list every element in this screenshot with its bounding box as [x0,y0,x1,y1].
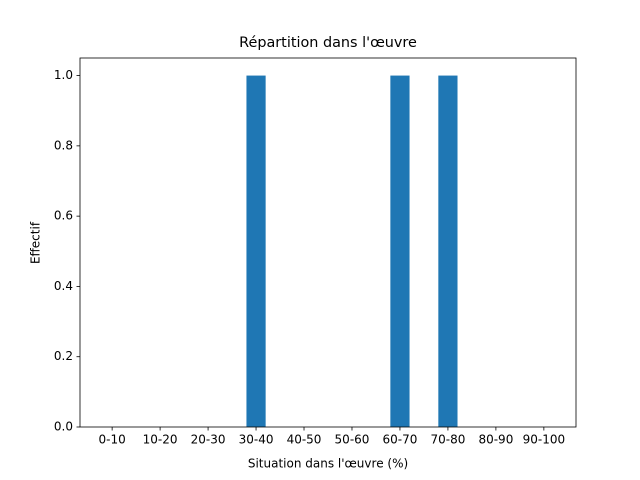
x-tick-label: 80-90 [478,433,513,447]
y-tick-label: 0.2 [54,349,73,363]
y-tick-label: 0.8 [54,138,73,152]
x-tick-label: 60-70 [383,433,418,447]
x-tick-label: 40-50 [287,433,322,447]
bar [246,75,266,428]
plot-frame [79,57,577,428]
y-tick-label: 0.4 [54,279,73,293]
y-tick-label: 0.6 [54,209,73,223]
y-tick-label: 0.0 [54,420,73,434]
bar [390,75,410,428]
x-tick-label: 90-100 [523,433,566,447]
chart-title: Répartition dans l'œuvre [239,35,417,51]
bar [438,75,458,428]
x-tick-label: 20-30 [191,433,226,447]
x-tick-label: 30-40 [239,433,274,447]
x-tick-label: 10-20 [143,433,178,447]
x-tick-label: 70-80 [430,433,465,447]
x-axis-label: Situation dans l'œuvre (%) [248,457,408,471]
y-axis-label: Effectif [29,221,43,264]
y-tick-label: 1.0 [54,68,73,82]
x-tick-label: 50-60 [335,433,370,447]
x-tick-label: 0-10 [99,433,126,447]
